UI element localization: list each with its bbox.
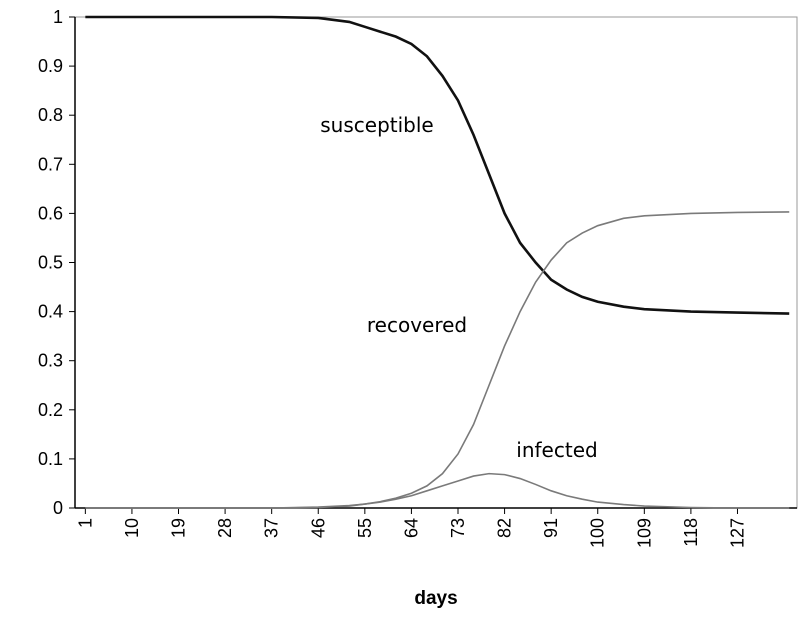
x-tick-label: 46 — [308, 518, 328, 538]
series-label: recovered — [367, 313, 467, 337]
series-line — [85, 472, 790, 509]
series-line — [85, 15, 790, 315]
series-line — [85, 211, 790, 509]
x-tick-label: 82 — [495, 518, 515, 538]
x-axis-title: days — [414, 588, 457, 609]
x-tick-label: 28 — [215, 518, 235, 538]
series-label: infected — [516, 438, 597, 462]
x-tick-label: 100 — [588, 518, 608, 548]
x-tick-label: 1 — [75, 518, 95, 528]
x-tick-label: 118 — [681, 518, 701, 547]
x-tick-label: 73 — [448, 518, 468, 538]
y-tick-label: 0.4 — [38, 302, 63, 322]
x-tick-label: 109 — [634, 518, 654, 548]
x-tick-label: 19 — [169, 518, 189, 538]
y-tick-label: 0.2 — [38, 400, 63, 420]
y-tick-label: 1 — [53, 7, 63, 27]
x-tick-label: 37 — [262, 518, 282, 538]
x-tick-label: 10 — [122, 518, 142, 538]
y-tick-label: 0.7 — [38, 154, 63, 174]
series-label: susceptible — [320, 113, 433, 137]
plot-frame — [74, 16, 798, 509]
x-tick-label: 64 — [401, 518, 421, 538]
x-tick-label: 55 — [355, 518, 375, 538]
y-tick-label: 0.5 — [38, 253, 63, 273]
y-tick-label: 0.9 — [38, 56, 63, 76]
y-tick-label: 0 — [53, 498, 63, 518]
y-tick-label: 0.6 — [38, 203, 63, 223]
x-tick-label: 91 — [541, 518, 561, 538]
y-tick-label: 0.1 — [38, 449, 63, 469]
x-tick-label: 127 — [727, 518, 747, 548]
y-tick-label: 0.8 — [38, 105, 63, 125]
y-tick-label: 0.3 — [38, 351, 63, 371]
